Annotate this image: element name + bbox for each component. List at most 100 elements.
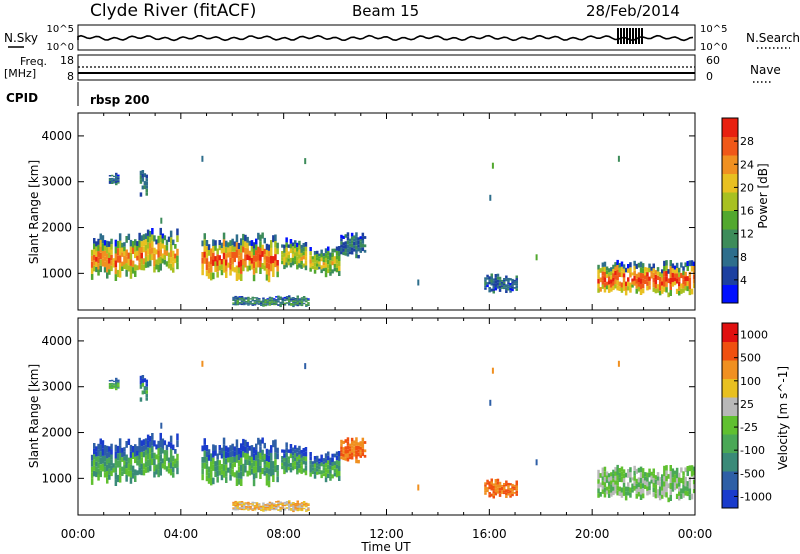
power-echo-cell (671, 268, 675, 273)
velocity-echo-cell (227, 452, 230, 458)
velocity-echo-cell (302, 468, 305, 473)
velocity-echo-cell (90, 466, 94, 473)
power-echo-cell (144, 239, 148, 245)
velocity-echo-cell (641, 473, 645, 479)
velocity-echo-cell (275, 508, 278, 511)
power-echo-cell (357, 254, 360, 259)
velocity-echo-cell (671, 473, 675, 478)
power-echo-cell (298, 304, 302, 306)
velocity-echo-cell (144, 444, 148, 450)
nsearch-tick-bottom: 10^0 (700, 42, 727, 53)
power-echo-cell (276, 271, 279, 278)
power-echo-cell (251, 302, 254, 305)
power-echo-cell (264, 303, 267, 305)
velocity-echo-cell (172, 444, 175, 451)
power-echo-cell (294, 240, 297, 245)
power-echo-cell (142, 234, 146, 241)
velocity-echo-cell (675, 483, 679, 489)
velocity-echo-cell (503, 483, 506, 485)
velocity-echo-cell (316, 465, 319, 469)
power-echo-cell (169, 243, 173, 251)
power-echo-cell (288, 303, 291, 306)
velocity-echo-cell (117, 381, 120, 383)
power-echo-cell (353, 245, 356, 249)
power-echo-cell (291, 250, 295, 254)
velocity-echo-cell (350, 437, 354, 442)
velocity-echo-cell (258, 508, 261, 510)
power-echo-cell (331, 248, 334, 253)
power-echo-cell (257, 232, 260, 240)
velocity-echo-cell (270, 503, 274, 505)
velocity-echo-cell (610, 480, 613, 485)
power-echo-cell (161, 233, 165, 239)
velocity-echo-cell (597, 488, 600, 494)
power-echo-cell (118, 255, 122, 263)
velocity-echo-cell (498, 481, 502, 485)
power-echo-cell (246, 236, 249, 243)
velocity-colorbar-frame (721, 322, 739, 509)
power-echo-cell (353, 248, 356, 252)
velocity-echo-cell (285, 447, 288, 453)
velocity-echo-cell (612, 478, 615, 483)
velocity-echo-cell (507, 482, 510, 485)
velocity-echo-cell (289, 462, 293, 468)
velocity-echo-cell (304, 447, 308, 452)
power-echo-cell (138, 240, 141, 248)
velocity-echo-cell (513, 488, 516, 491)
power-echo-cell (258, 301, 261, 303)
power-echo-cell (498, 285, 502, 289)
velocity-echo-cell (159, 432, 162, 440)
power-echo-cell (270, 298, 274, 300)
velocity-echo-cell (114, 458, 118, 466)
velocity-colorbar-cell (722, 452, 738, 472)
velocity-echo-cell (305, 505, 308, 508)
power-echo-cell (103, 240, 107, 246)
velocity-echo-cell (253, 504, 257, 507)
power-echo-cell (652, 277, 655, 283)
power-echo-cell (149, 254, 152, 261)
velocity-echo-cell (313, 456, 317, 460)
power-echo-cell (686, 261, 689, 266)
power-echo-cell (684, 262, 687, 268)
velocity-echo-cell (488, 481, 491, 484)
power-echo-cell (355, 253, 358, 259)
power-echo-cell (296, 304, 299, 307)
velocity-echo-cell (157, 462, 160, 470)
power-echo-cell (671, 272, 675, 278)
power-echo-cell (329, 264, 332, 269)
velocity-echo-cell (616, 475, 619, 481)
power-echo-cell (342, 235, 345, 239)
velocity-echo-cell (316, 455, 319, 459)
power-echo-cell (251, 304, 254, 306)
velocity-echo-cell (205, 451, 209, 458)
power-echo-cell (153, 235, 156, 242)
velocity-echo-cell (688, 482, 692, 489)
velocity-echo-cell (505, 495, 508, 498)
power-echo-cell (620, 266, 624, 272)
power-echo-cell (136, 250, 139, 256)
velocity-echo-cell (248, 470, 251, 476)
power-echo-cell (610, 275, 613, 280)
velocity-echo-cell (253, 509, 257, 511)
velocity-echo-cell (603, 466, 607, 472)
velocity-echo-cell (324, 453, 328, 459)
power-echo-cell (313, 258, 317, 263)
velocity-echo-cell (346, 457, 350, 462)
velocity-echo-cell (327, 460, 330, 465)
velocity-echo-cell (614, 480, 617, 485)
power-echo-cell (503, 281, 506, 284)
velocity-echo-cell (507, 485, 510, 488)
power-echo-cell (142, 258, 146, 265)
power-echo-cell (294, 248, 297, 253)
power-echo-cell (229, 257, 232, 264)
velocity-echo-cell (294, 465, 297, 470)
power-echo-cell (268, 302, 272, 305)
power-echo-cell (276, 242, 279, 249)
velocity-echo-cell (95, 461, 98, 467)
power-echo-cell (287, 261, 290, 266)
velocity-echo-cell (261, 468, 264, 475)
velocity-echo-cell (342, 450, 345, 454)
power-echo-cell (283, 256, 286, 261)
velocity-echo-cell (333, 472, 337, 477)
velocity-echo-cell (622, 491, 626, 496)
